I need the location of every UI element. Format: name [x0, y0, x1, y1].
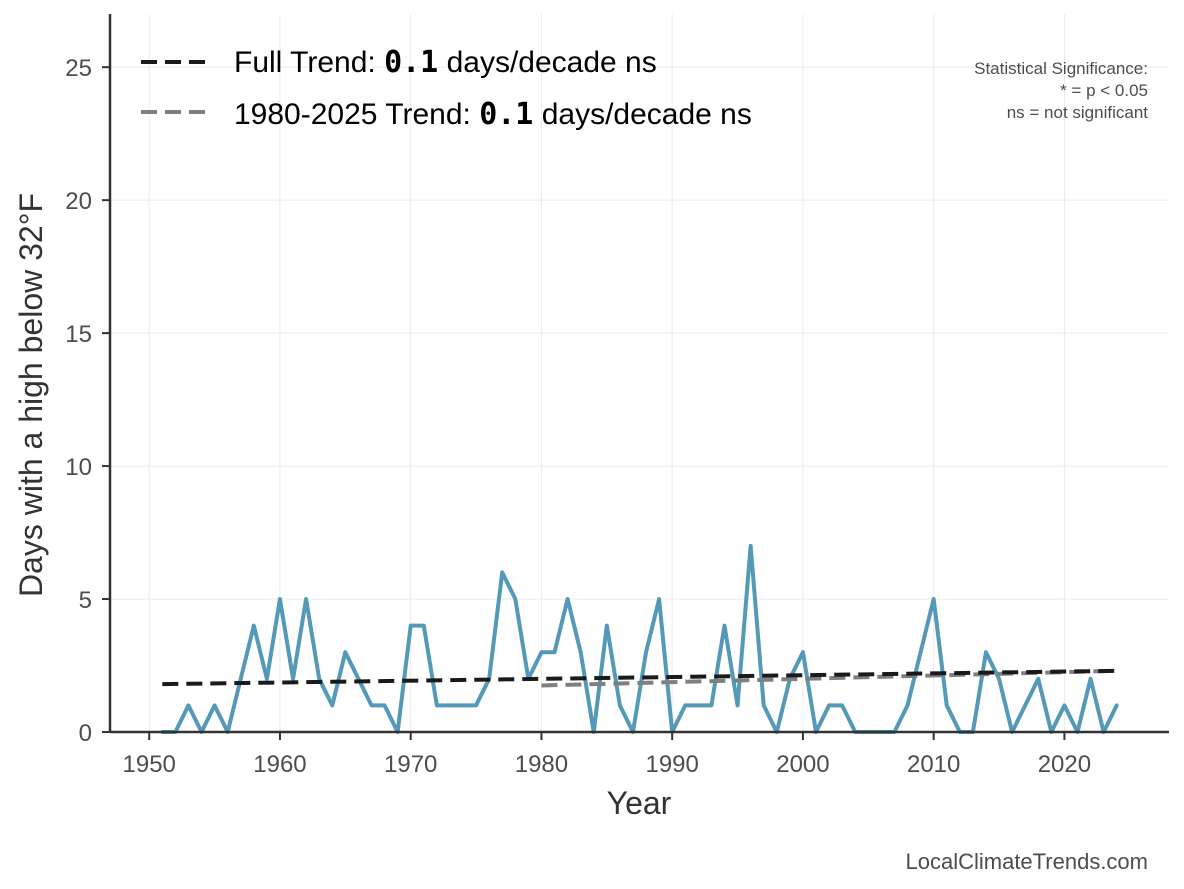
significance-note-line1: Statistical Significance:	[974, 59, 1148, 78]
y-tick-label-15: 15	[65, 321, 92, 348]
axes	[108, 14, 1169, 734]
series-layer	[160, 543, 1119, 734]
y-tick-label-10: 10	[65, 454, 92, 481]
x-tick-label-1980: 1980	[515, 751, 568, 778]
significance-note-line3: ns = not significant	[1007, 103, 1149, 122]
grid	[110, 14, 1169, 733]
x-tick-label-1970: 1970	[384, 751, 437, 778]
y-tick-label-5: 5	[79, 587, 92, 614]
y-tick-label-0: 0	[79, 720, 92, 747]
x-tick-label-2000: 2000	[776, 751, 829, 778]
series-line-days-below-32	[160, 543, 1119, 734]
x-axis-title: Year	[607, 785, 672, 821]
x-tick-label-2020: 2020	[1038, 751, 1091, 778]
x-tick-label-1960: 1960	[253, 751, 306, 778]
legend-full-trend-label: Full Trend: 0.1 days/decade ns	[234, 45, 657, 80]
significance-note-line2: * = p < 0.05	[1060, 81, 1148, 100]
trend-line-full	[162, 668, 1117, 687]
source-credit: LocalClimateTrends.com	[906, 849, 1149, 874]
ticks: 1950 1960 1970 1980 1990 2000 2010 2020 0 5 10 15 20…	[65, 55, 1091, 778]
y-axis-title: Days with a high below 32°F	[13, 193, 49, 597]
legend-recent-trend-value: 0.1	[479, 97, 533, 132]
legend-full-trend-value: 0.1	[384, 45, 438, 80]
x-tick-label-1950: 1950	[123, 751, 176, 778]
y-tick-label-20: 20	[65, 188, 92, 215]
legend-recent-trend-label: 1980-2025 Trend: 0.1 days/decade ns	[234, 97, 752, 132]
legend: Full Trend: 0.1 days/decade ns 1980-2025…	[141, 45, 752, 132]
significance-note: Statistical Significance: * = p < 0.05 n…	[974, 59, 1148, 122]
x-tick-label-1990: 1990	[645, 751, 698, 778]
x-tick-label-2010: 2010	[907, 751, 960, 778]
y-tick-label-25: 25	[65, 55, 92, 82]
